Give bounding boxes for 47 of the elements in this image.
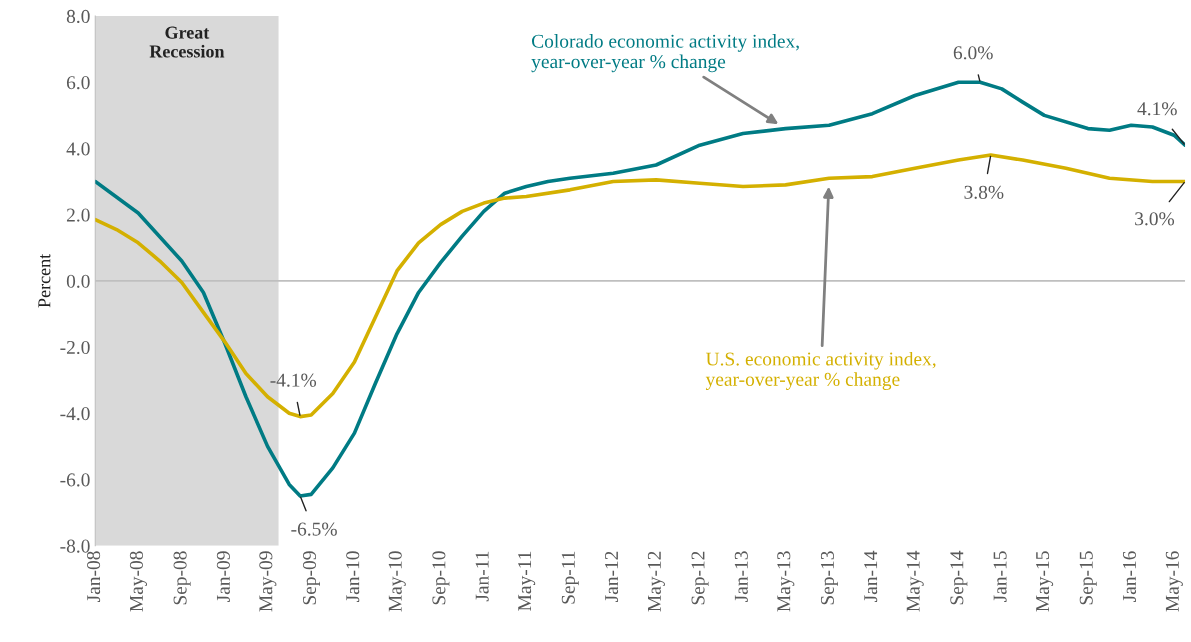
x-tick-label: Jan-12 <box>605 551 619 602</box>
x-tick-label: Jan-10 <box>346 551 360 602</box>
x-tick-label: Jan-09 <box>216 551 230 602</box>
y-tick-label: -6.0 <box>60 473 90 487</box>
y-tick-label: 6.0 <box>66 76 90 90</box>
annotation: 3.8% <box>964 185 1004 199</box>
x-tick-label: Jan-11 <box>475 551 489 602</box>
x-tick-label: Jan-16 <box>1122 551 1137 602</box>
annotation: 4.1% <box>1137 102 1177 116</box>
y-tick-label: 0.0 <box>66 274 90 288</box>
x-tick-label: Sep-14 <box>950 550 968 605</box>
x-tick-label: May-12 <box>647 551 665 612</box>
annotation: -6.5% <box>291 522 337 536</box>
x-tick-label: May-13 <box>777 551 795 612</box>
y-tick-label: 2.0 <box>66 208 90 222</box>
x-tick-label: May-08 <box>129 551 147 612</box>
band-label: Great Recession <box>149 26 225 58</box>
x-tick-label: Jan-08 <box>87 551 101 602</box>
y-tick-label: -8.0 <box>60 539 90 553</box>
x-tick-label: May-14 <box>906 550 924 612</box>
x-tick-label: Sep-09 <box>302 551 320 605</box>
x-tick-label: May-15 <box>1036 551 1054 612</box>
y-tick-label: 4.0 <box>66 142 90 156</box>
y-tick-label: 8.0 <box>66 9 90 24</box>
annotation: 6.0% <box>953 46 993 60</box>
x-tick-label: May-16 <box>1165 551 1183 612</box>
annotation: 3.0% <box>1135 212 1175 226</box>
text: U.S. economic activity index, year-over-year % change <box>705 351 936 390</box>
x-tick-label: Jan-13 <box>734 551 748 602</box>
x-tick-label: May-10 <box>388 551 406 612</box>
x-tick-label: Sep-15 <box>1079 551 1097 605</box>
line-series <box>95 80 1186 498</box>
y-tick-label: -2.0 <box>60 340 90 355</box>
x-tick-label: May-09 <box>259 551 277 612</box>
x-tick-label: Sep-12 <box>691 551 709 605</box>
x-tick-label: Sep-13 <box>820 551 838 605</box>
y-tick-label: -4.0 <box>60 407 90 421</box>
line-series <box>95 153 1186 419</box>
x-tick-label: Jan-14 <box>864 550 878 602</box>
annotation: -4.1% <box>270 373 317 387</box>
x-tick-label: Sep-08 <box>173 551 191 605</box>
x-tick-label: Jan-15 <box>993 551 1007 602</box>
x-tick-label: May-11 <box>518 551 536 611</box>
text: Colorado economic activity index, year-over-year % change <box>531 34 799 73</box>
y-axis-title: Percent <box>38 253 51 308</box>
x-tick-label: Sep-10 <box>432 551 450 605</box>
x-tick-label: Sep-11 <box>561 551 579 604</box>
